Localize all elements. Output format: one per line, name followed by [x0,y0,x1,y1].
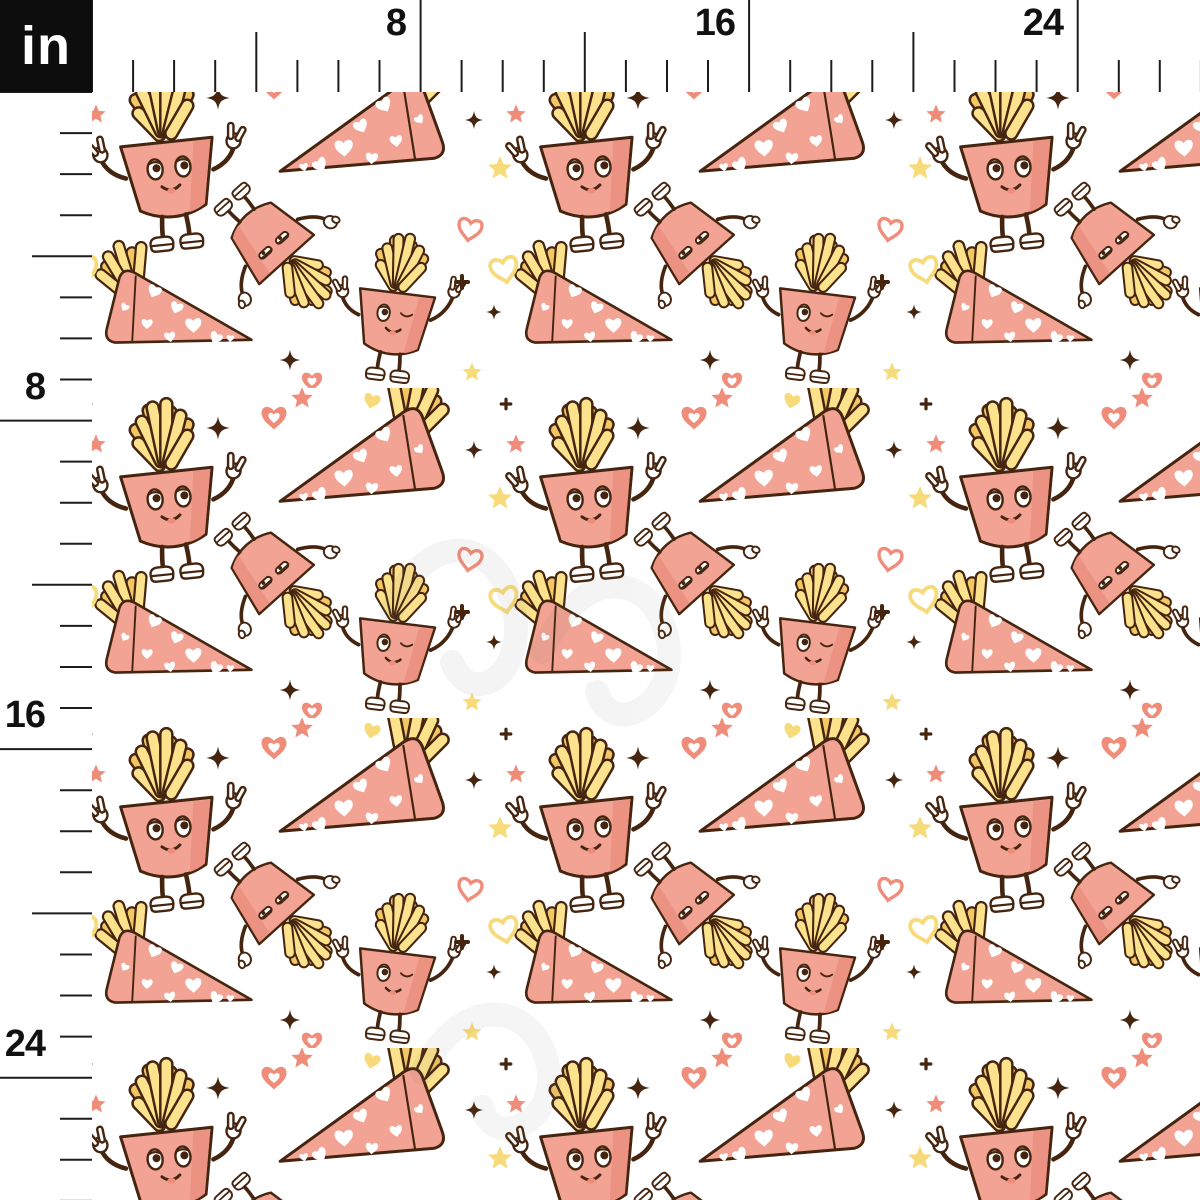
pattern-area [92,92,1200,1200]
left-ruler [0,91,92,1200]
pattern-fill [92,92,1200,1200]
unit-label: in [21,16,71,76]
top-ruler-number-24: 24 [1022,2,1064,44]
watermark [380,538,681,1141]
left-ruler-number-24: 24 [4,1023,46,1065]
top-ruler-number-16: 16 [694,2,736,44]
left-ruler-number-16: 16 [4,694,46,736]
top-ruler-number-8: 8 [385,2,407,44]
left-ruler-number-8: 8 [24,366,46,408]
top-ruler [91,0,1200,92]
unit-box: in [0,0,92,92]
fries-pattern-svg [92,92,1200,1200]
